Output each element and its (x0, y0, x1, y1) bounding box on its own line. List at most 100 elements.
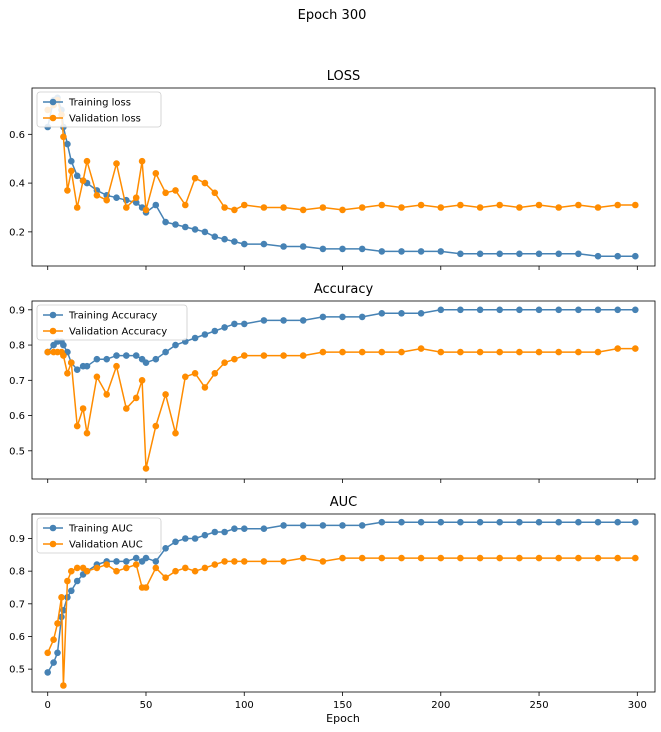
data-point (417, 310, 425, 317)
data-point (132, 561, 140, 568)
data-point (162, 391, 169, 398)
y-tick-label: 0.5 (9, 665, 25, 676)
data-point (211, 370, 219, 377)
data-point (138, 377, 146, 384)
data-point (152, 201, 160, 209)
y-tick-label: 0.6 (9, 411, 25, 422)
data-point (476, 204, 484, 211)
data-point (417, 201, 425, 209)
data-point (68, 587, 75, 595)
data-point (182, 564, 189, 572)
data-point (516, 250, 523, 258)
data-point (378, 518, 386, 526)
data-point (417, 345, 425, 352)
x-tick-label: 250 (530, 700, 549, 711)
data-point (241, 352, 248, 359)
data-point (417, 518, 425, 526)
data-point (260, 558, 268, 565)
data-point (575, 306, 582, 314)
data-point (241, 558, 248, 565)
data-point (339, 522, 346, 529)
data-point (280, 352, 287, 359)
y-tick-label: 0.5 (9, 446, 25, 457)
data-point (73, 172, 81, 180)
y-tick-label: 0.4 (9, 179, 25, 190)
data-point (594, 252, 602, 260)
subplot-title: AUC (330, 495, 358, 510)
data-point (496, 518, 504, 526)
data-point (142, 359, 150, 367)
data-point (575, 348, 582, 356)
data-point (632, 345, 639, 352)
data-point (231, 206, 238, 214)
data-point (378, 310, 386, 317)
data-point (132, 352, 140, 359)
data-point (132, 394, 140, 402)
data-point (221, 235, 228, 243)
data-point (60, 133, 67, 141)
data-point (182, 201, 189, 209)
data-point (457, 250, 464, 258)
data-point (93, 192, 101, 199)
data-point (614, 345, 621, 352)
data-point (201, 531, 209, 539)
data-point (172, 567, 179, 575)
data-point (64, 187, 71, 194)
data-point (73, 564, 81, 572)
data-point (138, 157, 146, 165)
data-point (457, 518, 464, 526)
data-point (378, 554, 386, 562)
data-point (457, 554, 464, 562)
data-point (614, 518, 621, 526)
legend-marker (49, 327, 57, 335)
data-point (83, 157, 91, 165)
data-point (632, 518, 639, 526)
data-point (152, 422, 160, 430)
data-point (535, 201, 543, 209)
data-point (162, 545, 169, 552)
data-point (68, 157, 75, 165)
subplots: LOSS 0.2 0.4 0.6 Training loss Validation los… (9, 69, 656, 711)
legend-label: Training AUC (68, 524, 133, 535)
data-point (241, 240, 248, 248)
data-point (437, 248, 445, 255)
data-point (614, 554, 621, 562)
data-point (44, 649, 51, 657)
data-point (614, 201, 621, 209)
data-point (68, 359, 75, 367)
data-point (103, 355, 110, 363)
data-point (457, 201, 464, 209)
data-point (299, 243, 307, 250)
data-point (299, 317, 307, 324)
y-tick-label: 0.8 (9, 341, 25, 352)
subplot-title: LOSS (327, 69, 361, 84)
data-point (632, 306, 639, 314)
data-point (152, 170, 160, 177)
x-tick-label: 300 (628, 700, 647, 711)
data-point (339, 206, 346, 214)
data-point (457, 306, 464, 314)
data-point (339, 348, 346, 356)
data-point (103, 196, 110, 204)
data-point (555, 348, 562, 356)
data-point (83, 362, 91, 370)
data-point (73, 366, 81, 374)
data-point (417, 248, 425, 255)
data-point (555, 204, 562, 211)
data-point (299, 522, 307, 529)
data-point (496, 554, 504, 562)
legend: Training Accuracy Validation Accuracy (36, 304, 188, 341)
data-point (201, 228, 209, 236)
x-tick-label: 200 (431, 700, 450, 711)
legend-label: Training Accuracy (68, 311, 157, 322)
data-point (614, 252, 621, 260)
data-point (535, 348, 543, 356)
data-point (516, 204, 523, 211)
data-point (191, 567, 199, 575)
data-point (162, 574, 169, 581)
data-point (83, 567, 91, 575)
data-point (54, 620, 61, 627)
data-point (152, 355, 160, 363)
data-point (358, 245, 366, 253)
